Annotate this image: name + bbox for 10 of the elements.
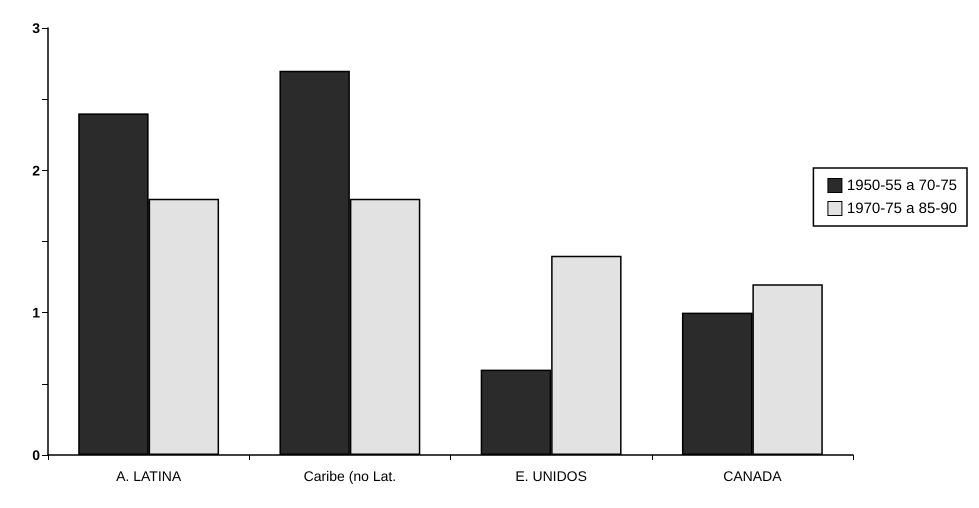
x-tick-label: CANADA xyxy=(723,468,782,484)
y-tick-label: 0 xyxy=(32,447,40,463)
x-tick-label: E. UNIDOS xyxy=(515,468,587,484)
y-tick-label: 1 xyxy=(32,304,40,321)
x-tick-label: Caribe (no Lat. xyxy=(304,468,396,484)
legend-label: 1950-55 a 70-75 xyxy=(846,177,958,194)
x-tick-label: A. LATINA xyxy=(116,468,182,484)
legend-label: 1970-75 a 85-90 xyxy=(846,200,958,217)
y-tick-label: 2 xyxy=(32,162,40,178)
y-tick-label: 3 xyxy=(32,20,40,36)
